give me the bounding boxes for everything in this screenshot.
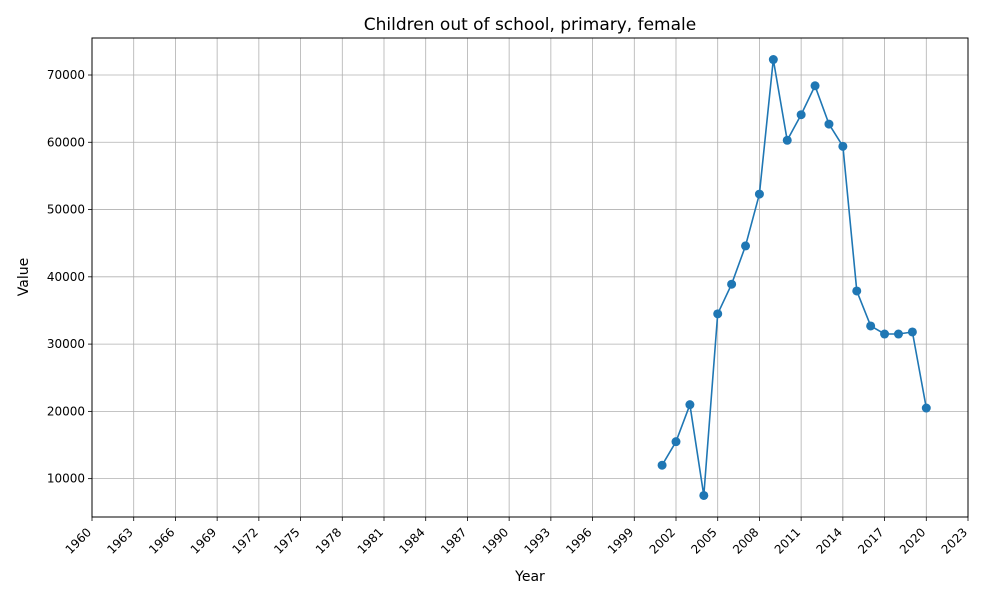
y-tick-label: 40000 [47, 270, 85, 284]
data-point [893, 329, 903, 339]
data-point [713, 309, 723, 319]
data-point [810, 81, 820, 91]
data-point [907, 327, 917, 337]
data-point [838, 141, 848, 151]
grid [91, 38, 969, 517]
data-point [768, 55, 778, 65]
data-point [754, 189, 764, 199]
data-point [796, 110, 806, 120]
x-axis-label: Year [514, 569, 545, 585]
data-point [727, 279, 737, 289]
data-point [657, 460, 667, 470]
data-point [699, 490, 709, 500]
y-tick-label: 60000 [47, 135, 85, 149]
y-tick-label: 50000 [47, 203, 85, 217]
y-tick-label: 70000 [47, 68, 85, 82]
y-axis-label: Value [16, 258, 32, 296]
data-point [880, 329, 890, 339]
data-point [741, 241, 751, 251]
plot-frame [91, 37, 969, 518]
y-axis: 10000 20000 30000 40000 50000 60000 70000 [47, 68, 92, 486]
data-point [866, 321, 876, 331]
data-point [852, 286, 862, 296]
series-layer [657, 55, 931, 500]
data-point [671, 437, 681, 447]
chart-title: Children out of school, primary, female [364, 15, 696, 35]
y-tick-label: 30000 [47, 337, 85, 351]
data-point [921, 403, 931, 413]
data-point [824, 119, 834, 129]
data-point [782, 135, 792, 145]
y-tick-label: 10000 [47, 472, 85, 486]
y-tick-label: 20000 [47, 404, 85, 418]
data-point [685, 400, 695, 410]
